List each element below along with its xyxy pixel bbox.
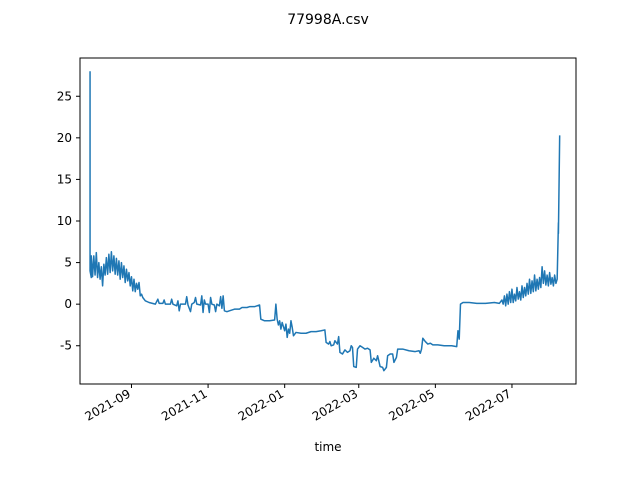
plot-area (89, 71, 561, 372)
y-tick-label: 25 (57, 89, 72, 103)
y-tick-label: 15 (57, 172, 72, 186)
x-axis-label: time (314, 440, 341, 454)
y-tick-label: -5 (60, 339, 72, 353)
y-tick-label: 0 (64, 297, 72, 311)
y-tick-label: 10 (57, 214, 72, 228)
y-axis: -5 0 5 10 15 20 25 (57, 89, 80, 353)
chart-title: 77998A.csv (287, 12, 369, 28)
axes-frame (79, 57, 577, 385)
y-tick-label: 20 (57, 131, 72, 145)
series-line-0 (89, 71, 561, 372)
y-tick-label: 5 (64, 256, 72, 270)
